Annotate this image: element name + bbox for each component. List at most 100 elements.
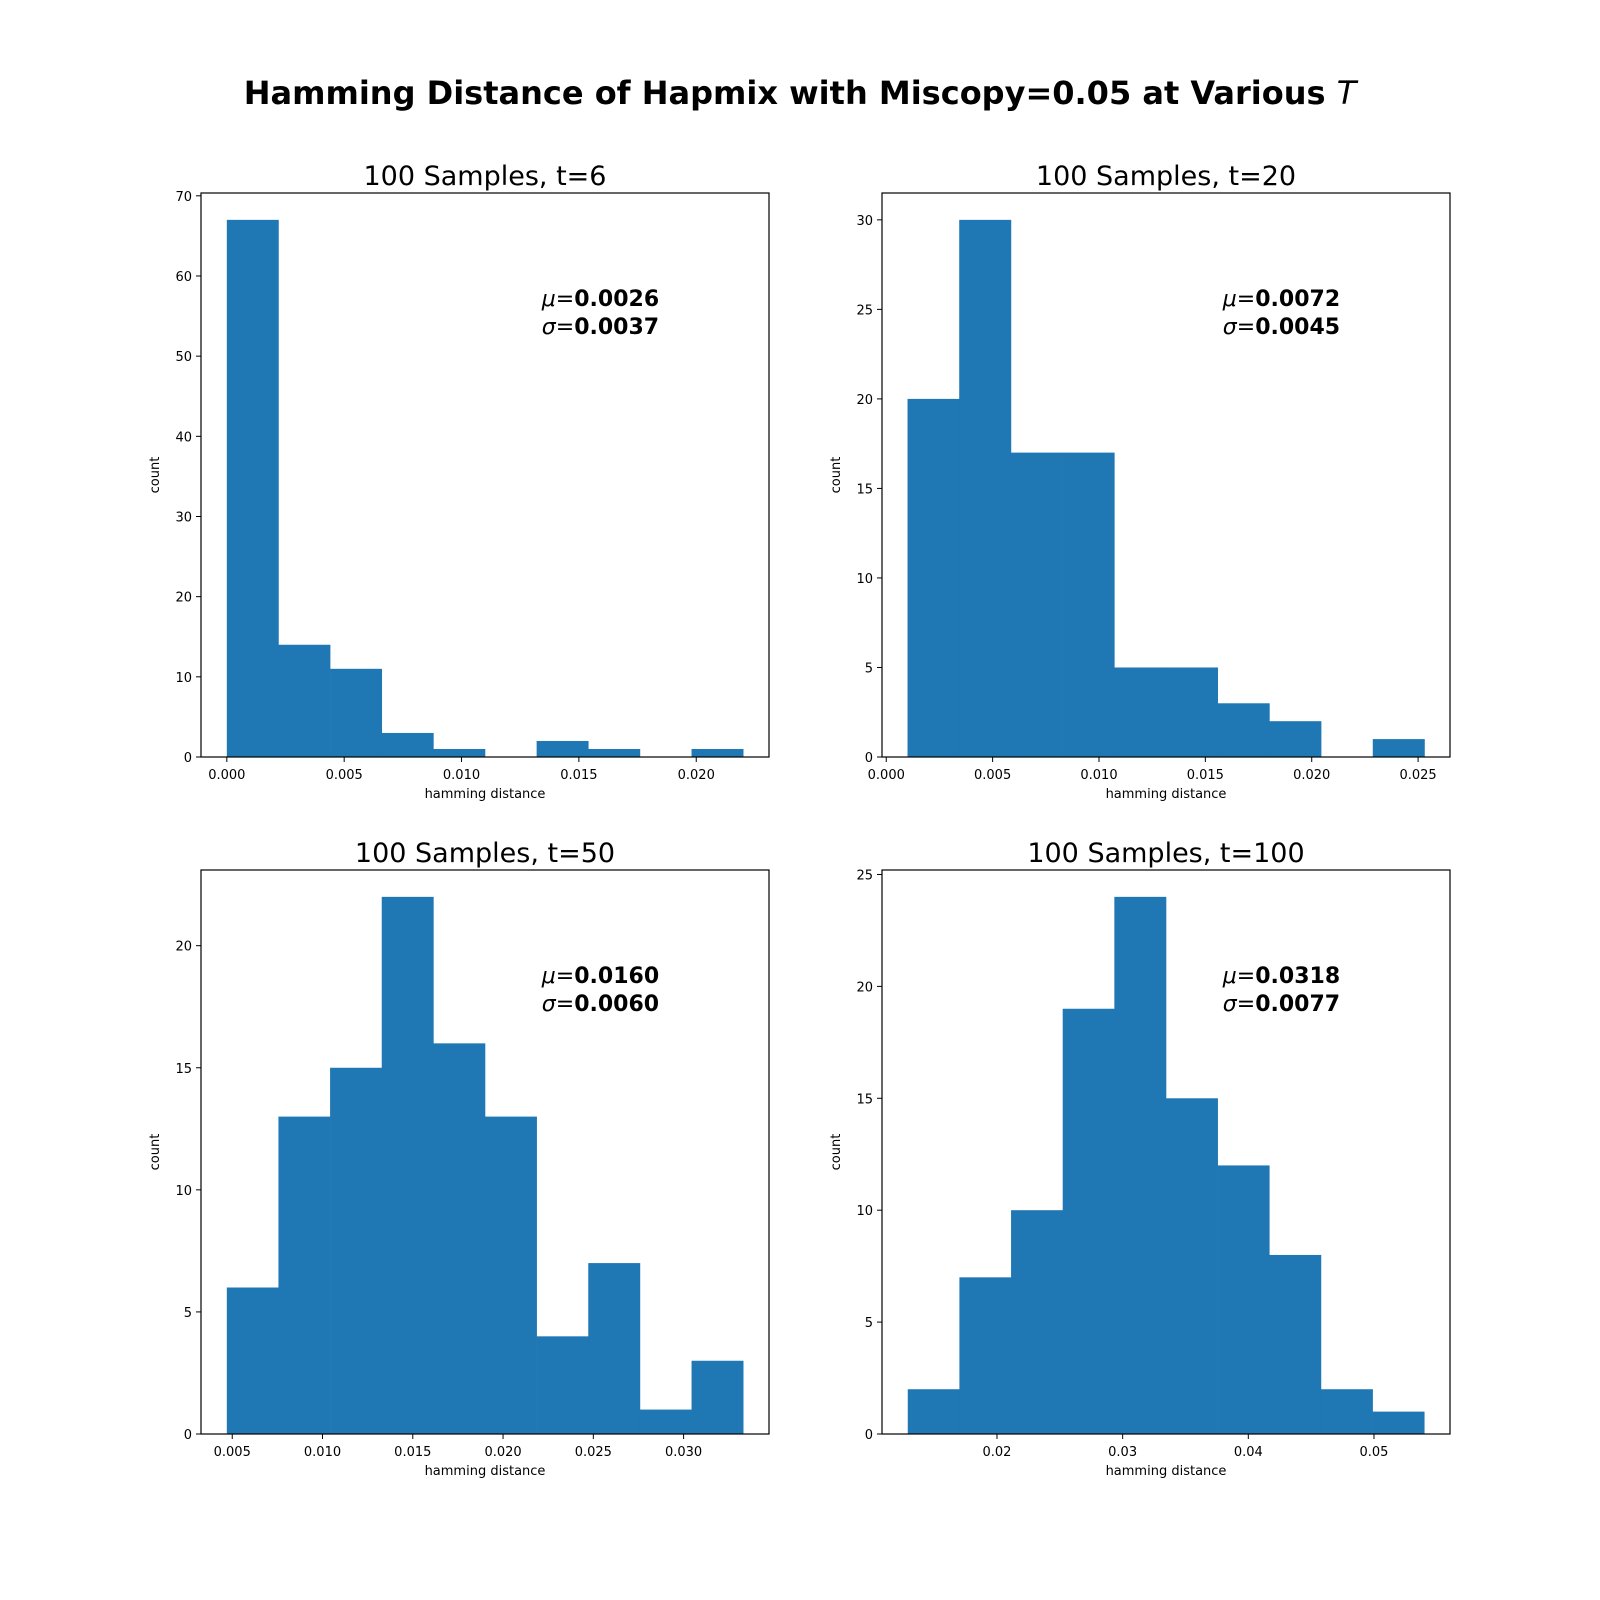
histogram-bar	[1269, 1254, 1322, 1434]
histogram-bar	[1062, 452, 1115, 757]
sigma-symbol: σ	[1223, 992, 1238, 1017]
y-tick-label: 70	[175, 190, 192, 205]
histogram-bar	[1166, 667, 1218, 757]
histogram-panel-4: 0.02 0.03 0.04 0.05 0 5 10 15 20 25 hamming distan…	[829, 838, 1451, 1479]
axes-frame	[881, 869, 1451, 1435]
x-tick-label: 0.010	[1080, 768, 1117, 783]
x-tick-label: 0.005	[326, 768, 363, 783]
subplot-title: 100 Samples, t=6	[364, 161, 607, 192]
histogram-bar	[639, 1409, 692, 1434]
y-tick-label: 60	[175, 270, 192, 285]
subplot-title: 100 Samples, t=20	[1036, 161, 1296, 192]
axes-frame	[881, 192, 1451, 758]
histogram-bar	[907, 1389, 960, 1434]
histogram-bar	[1166, 1098, 1218, 1434]
histogram-bar	[381, 896, 434, 1434]
mean-annotation: μ=0.0072	[1222, 287, 1340, 312]
histogram-bar	[485, 1116, 537, 1434]
mean-value: 0.0318	[1255, 964, 1340, 989]
x-tick-label: 0.005	[214, 1445, 251, 1460]
histogram-bar	[536, 1336, 589, 1434]
y-tick-label: 10	[856, 1204, 873, 1219]
equals-sign: =	[556, 992, 574, 1017]
equals-sign: =	[1237, 287, 1255, 312]
x-tick-label: 0.020	[1293, 768, 1330, 783]
mean-annotation: μ=0.0026	[541, 287, 659, 312]
mu-symbol: μ	[541, 964, 556, 989]
histogram-bar	[691, 748, 744, 757]
x-tick-label: 0.025	[575, 1445, 612, 1460]
sigma-symbol: σ	[1223, 315, 1238, 340]
y-tick-label: 40	[175, 430, 192, 445]
histogram-bar	[433, 1043, 486, 1434]
histogram-bar	[959, 219, 1012, 757]
x-tick-label: 0.015	[560, 768, 597, 783]
y-axis-label: count	[148, 1134, 163, 1171]
figure-title-symbol: T	[1336, 74, 1357, 112]
histogram-bar	[278, 644, 331, 757]
x-tick-label: 0.010	[443, 768, 480, 783]
histogram-bar	[1372, 739, 1425, 757]
x-tick-label: 0.020	[484, 1445, 521, 1460]
histogram-bar	[1269, 721, 1322, 757]
mean-value: 0.0026	[574, 287, 659, 312]
x-axis-label: hamming distance	[425, 787, 546, 802]
histogram-bar	[1062, 1008, 1115, 1434]
x-tick-label: 0.015	[394, 1445, 431, 1460]
mu-symbol: μ	[1222, 287, 1237, 312]
x-tick-label: 0.025	[1399, 768, 1436, 783]
histogram-bar	[691, 1360, 744, 1434]
equals-sign: =	[556, 964, 574, 989]
std-annotation: σ=0.0037	[542, 315, 659, 340]
x-tick-label: 0.04	[1234, 1445, 1263, 1460]
y-axis-label: count	[829, 457, 844, 494]
y-tick-label: 25	[856, 868, 873, 883]
equals-sign: =	[556, 315, 574, 340]
x-tick-label: 0.010	[304, 1445, 341, 1460]
x-tick-label: 0.005	[974, 768, 1011, 783]
histogram-bar	[1010, 452, 1063, 757]
mean-value: 0.0072	[1255, 287, 1340, 312]
y-axis-label: count	[148, 457, 163, 494]
subplot-title: 100 Samples, t=100	[1027, 838, 1304, 869]
histogram-bar	[588, 1263, 641, 1434]
std-value: 0.0037	[574, 315, 659, 340]
y-tick-label: 10	[175, 1184, 192, 1199]
x-axis-label: hamming distance	[425, 1464, 546, 1479]
equals-sign: =	[1237, 315, 1255, 340]
histogram-panel-1: 0.000 0.005 0.010 0.015 0.020 0 10 20 30 40 50 60 70…	[148, 161, 770, 802]
equals-sign: =	[1237, 992, 1255, 1017]
x-tick-label: 0.015	[1187, 768, 1224, 783]
sigma-symbol: σ	[542, 992, 557, 1017]
histogram-panel-2: 0.000 0.005 0.010 0.015 0.020 0.025 0 5 10 15 20 25…	[829, 161, 1451, 802]
mu-symbol: μ	[1222, 964, 1237, 989]
subplot-title: 100 Samples, t=50	[355, 838, 615, 869]
y-tick-label: 20	[856, 393, 873, 408]
mu-symbol: μ	[541, 287, 556, 312]
histogram-bar	[1217, 703, 1270, 757]
x-tick-label: 0.03	[1108, 1445, 1137, 1460]
x-tick-label: 0.020	[678, 768, 715, 783]
y-tick-label: 5	[865, 1316, 873, 1331]
equals-sign: =	[1237, 964, 1255, 989]
figure-title: Hamming Distance of Hapmix with Miscopy=…	[0, 74, 1600, 112]
x-axis-label: hamming distance	[1106, 787, 1227, 802]
histogram-bar	[381, 732, 434, 757]
histogram-bar	[1114, 667, 1167, 757]
histogram-bar	[536, 740, 589, 757]
std-value: 0.0060	[574, 992, 659, 1017]
std-annotation: σ=0.0060	[542, 992, 659, 1017]
histogram-bar	[1011, 1210, 1064, 1434]
y-tick-label: 0	[865, 1428, 873, 1443]
histogram-bar	[1217, 1165, 1270, 1434]
y-tick-label: 15	[856, 482, 873, 497]
y-tick-label: 15	[175, 1062, 192, 1077]
mean-annotation: μ=0.0160	[541, 964, 659, 989]
x-tick-label: 0.000	[208, 768, 245, 783]
y-tick-label: 0	[184, 1428, 192, 1443]
axes-frame	[200, 192, 770, 758]
histogram-bar	[959, 1277, 1012, 1434]
std-value: 0.0045	[1255, 315, 1340, 340]
mean-value: 0.0160	[574, 964, 659, 989]
